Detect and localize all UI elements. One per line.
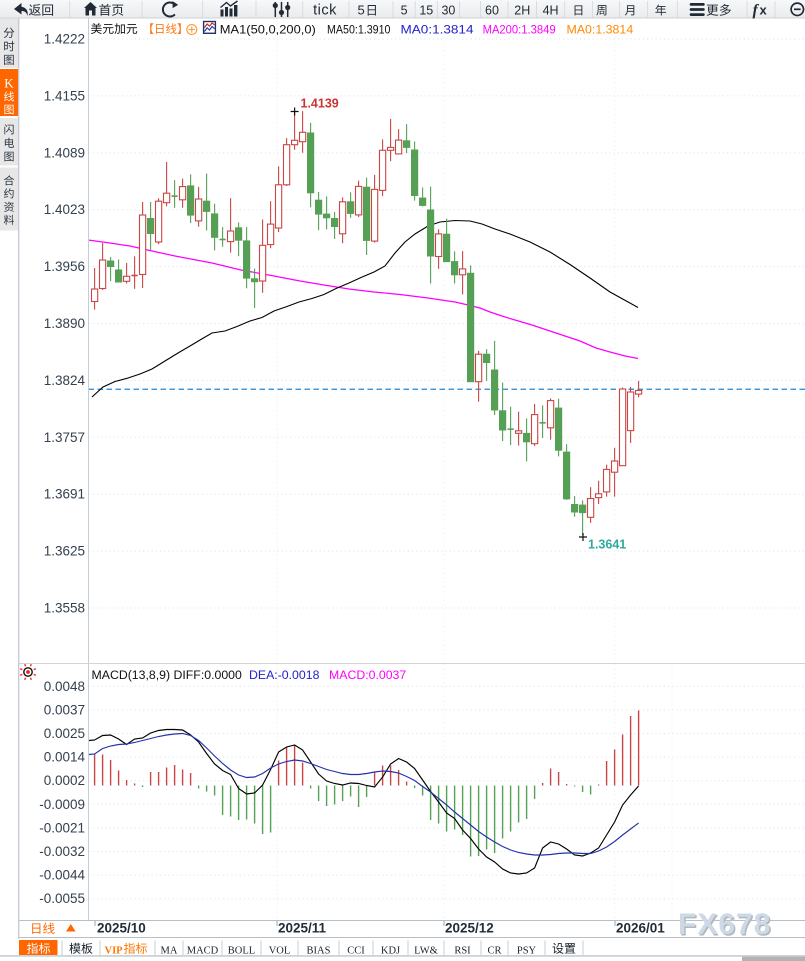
svg-text:tick: tick [313, 3, 337, 19]
svg-text:CR: CR [487, 946, 501, 957]
svg-text:1.3558: 1.3558 [44, 601, 85, 616]
svg-text:K: K [4, 76, 14, 91]
svg-text:1.4139: 1.4139 [301, 97, 339, 111]
svg-text:KDJ: KDJ [381, 946, 400, 957]
svg-text:2025/12: 2025/12 [445, 921, 494, 936]
svg-text:-0.0055: -0.0055 [39, 891, 85, 906]
svg-text:VOL: VOL [269, 946, 291, 957]
svg-text:x: x [760, 3, 768, 18]
svg-text:4H: 4H [543, 4, 559, 18]
svg-text:0.0014: 0.0014 [44, 750, 86, 765]
svg-text:MA50:1.3910: MA50:1.3910 [327, 23, 391, 37]
svg-text:1.4089: 1.4089 [44, 145, 85, 160]
svg-text:MA0:1.3814: MA0:1.3814 [401, 23, 474, 37]
svg-text:1.3641: 1.3641 [588, 538, 626, 552]
svg-text:2025/11: 2025/11 [278, 921, 327, 936]
svg-text:1.4023: 1.4023 [44, 202, 85, 217]
svg-text:MACD(13,8,9) DIFF:0.0000: MACD(13,8,9) DIFF:0.0000 [92, 668, 243, 682]
svg-text:MA0:1.3814: MA0:1.3814 [567, 23, 634, 37]
svg-text:0.0025: 0.0025 [44, 726, 85, 741]
svg-text:0.0002: 0.0002 [44, 773, 85, 788]
svg-text:BOLL: BOLL [228, 946, 255, 957]
svg-text:1.3890: 1.3890 [44, 316, 85, 331]
svg-text:RSI: RSI [454, 946, 471, 957]
svg-text:1.4222: 1.4222 [44, 32, 85, 47]
svg-text:2H: 2H [514, 4, 530, 18]
svg-text:-0.0009: -0.0009 [39, 797, 85, 812]
svg-text:VIP: VIP [105, 946, 124, 957]
svg-text:CCI: CCI [347, 946, 365, 957]
svg-text:LW&: LW& [414, 946, 438, 957]
svg-text:2025/10: 2025/10 [97, 921, 146, 936]
svg-text:PSY: PSY [517, 946, 537, 957]
svg-text:1.3625: 1.3625 [44, 544, 85, 559]
svg-text:1.3956: 1.3956 [44, 259, 85, 274]
svg-text:1.3691: 1.3691 [44, 487, 85, 502]
svg-text:0.0037: 0.0037 [44, 702, 85, 717]
svg-text:FX678: FX678 [678, 908, 771, 941]
svg-text:15: 15 [419, 4, 433, 18]
svg-text:MA200:1.3849: MA200:1.3849 [483, 23, 556, 37]
svg-text:0.0048: 0.0048 [44, 679, 85, 694]
svg-text:MA: MA [161, 946, 178, 957]
svg-text:30: 30 [441, 4, 455, 18]
svg-text:2026/01: 2026/01 [616, 921, 665, 936]
svg-text:MA1(50,0,200,0): MA1(50,0,200,0) [220, 23, 316, 37]
svg-text:FX678: FX678 [679, 909, 772, 942]
svg-text:-0.0032: -0.0032 [39, 844, 85, 859]
svg-text:1.4155: 1.4155 [44, 88, 85, 103]
svg-text:-0.0044: -0.0044 [39, 868, 85, 883]
svg-text:1.3824: 1.3824 [44, 373, 86, 388]
svg-text:60: 60 [485, 4, 499, 18]
svg-text:MACD:0.0037: MACD:0.0037 [329, 668, 406, 682]
svg-text:MACD: MACD [187, 946, 219, 957]
svg-text:BIAS: BIAS [307, 946, 331, 957]
svg-text:1.3757: 1.3757 [44, 430, 85, 445]
svg-text:DEA:-0.0018: DEA:-0.0018 [249, 668, 320, 682]
svg-text:-0.0021: -0.0021 [39, 820, 85, 835]
svg-text:f: f [753, 2, 760, 19]
svg-text:5: 5 [358, 3, 365, 18]
svg-text:5: 5 [401, 4, 408, 18]
